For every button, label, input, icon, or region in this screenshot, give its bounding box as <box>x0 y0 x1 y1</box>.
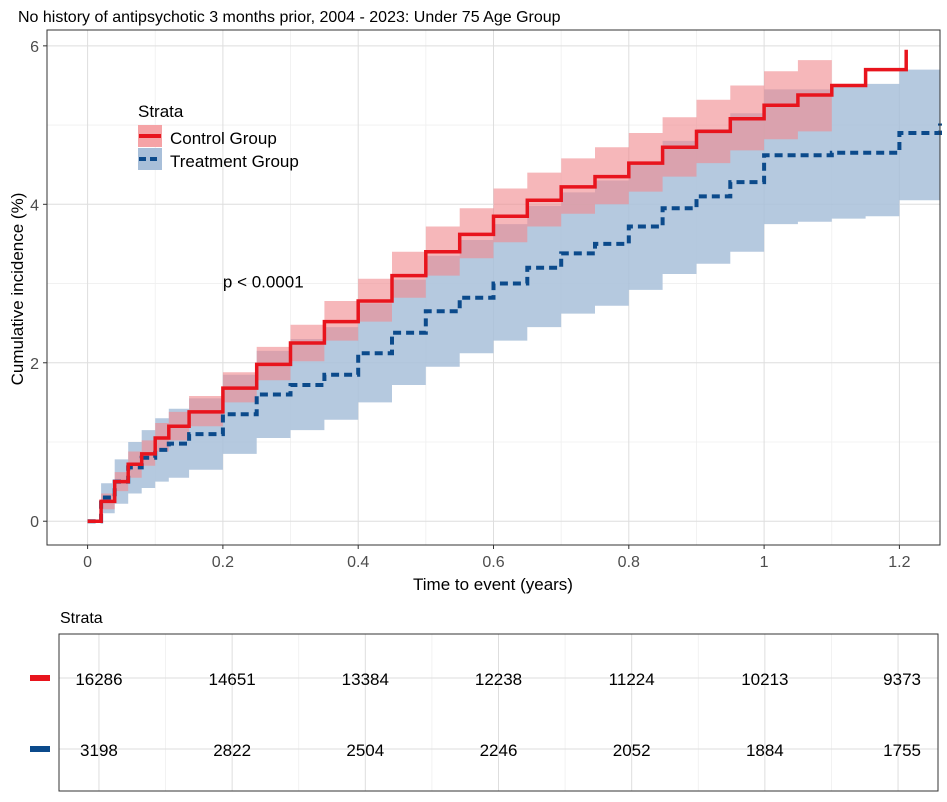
treatment-row-marker <box>30 746 50 752</box>
y-tick-label: 4 <box>30 197 39 214</box>
legend-label-control: Control Group <box>170 129 277 148</box>
chart-title: No history of antipsychotic 3 months pri… <box>18 9 561 26</box>
legend-title: Strata <box>138 102 184 121</box>
table-cell: 14651 <box>208 670 255 689</box>
table-cell: 12238 <box>475 670 522 689</box>
table-cell: 2246 <box>480 741 518 760</box>
plot-area: 0 0.2 0.4 0.6 0.8 1 1.2 0 2 4 6 <box>30 29 942 571</box>
table-cell: 13384 <box>342 670 389 689</box>
table-cell: 1884 <box>746 741 784 760</box>
y-axis-label: Cumulative incidence (%) <box>8 193 27 386</box>
x-tick-label: 1.2 <box>888 554 910 571</box>
control-confidence-band <box>87 49 832 522</box>
legend: Strata Control Group Treatment Group <box>138 102 299 171</box>
x-axis-label: Time to event (years) <box>413 575 573 594</box>
risk-table: 16286 14651 13384 12238 11224 10213 9373 3198 28… <box>30 633 939 792</box>
table-cell: 2822 <box>213 741 251 760</box>
table-cell: 11224 <box>609 670 655 689</box>
x-tick-label: 1 <box>760 554 769 571</box>
x-tick-label: 0.2 <box>212 554 234 571</box>
y-tick-label: 2 <box>30 356 39 373</box>
x-tick-label: 0 <box>83 554 92 571</box>
legend-label-treatment: Treatment Group <box>170 152 299 171</box>
table-cell: 3198 <box>80 741 118 760</box>
treatment-confidence-band <box>87 53 941 522</box>
panel-border <box>46 29 941 546</box>
x-tick-label: 0.4 <box>347 554 369 571</box>
table-cell: 2504 <box>346 741 384 760</box>
y-tick-label: 6 <box>30 39 39 56</box>
table-cell: 1755 <box>883 741 921 760</box>
table-cell: 9373 <box>883 670 921 689</box>
y-tick-label: 0 <box>30 514 39 531</box>
table-cell: 2052 <box>613 741 651 760</box>
p-value-annotation: p < 0.0001 <box>223 273 304 292</box>
risk-table-title: Strata <box>60 610 103 627</box>
table-cell: 16286 <box>75 670 122 689</box>
control-line <box>87 49 908 523</box>
x-tick-label: 0.8 <box>618 554 640 571</box>
table-border <box>58 633 939 792</box>
table-cell: 10213 <box>741 670 788 689</box>
x-tick-label: 0.6 <box>482 554 504 571</box>
control-row-marker <box>30 675 50 681</box>
